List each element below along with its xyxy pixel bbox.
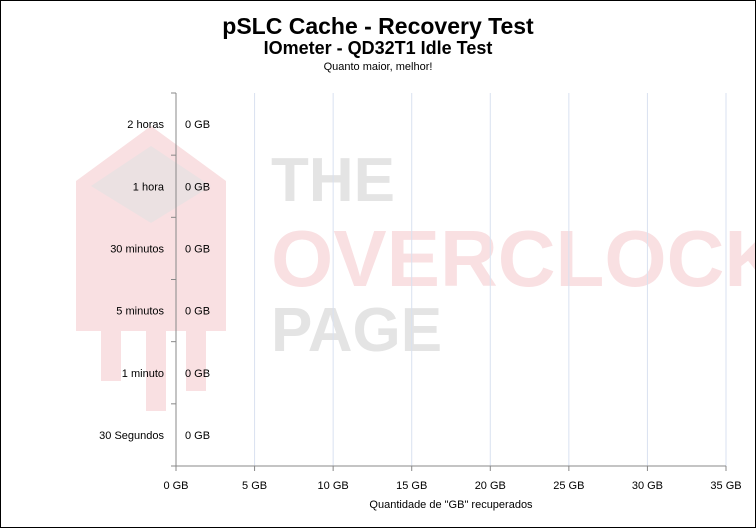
y-category-label: 30 minutos xyxy=(110,243,164,255)
data-label: 0 GB xyxy=(185,181,210,193)
data-label: 0 GB xyxy=(185,243,210,255)
x-tick-label: 25 GB xyxy=(553,480,584,492)
data-label: 0 GB xyxy=(185,306,210,318)
x-tick-label: 20 GB xyxy=(475,480,506,492)
data-label: 0 GB xyxy=(185,368,210,380)
data-label: 0 GB xyxy=(185,119,210,131)
y-category-label: 1 minuto xyxy=(122,368,164,380)
y-category-label: 30 Segundos xyxy=(99,430,164,442)
chart-subtitle: IOmeter - QD32T1 Idle Test xyxy=(263,38,493,58)
x-tick-label: 35 GB xyxy=(710,480,741,492)
chart-title: pSLC Cache - Recovery Test xyxy=(222,13,534,39)
x-tick-label: 10 GB xyxy=(318,480,349,492)
x-tick-label: 30 GB xyxy=(632,480,663,492)
x-axis-title: Quantidade de "GB" recuperados xyxy=(369,499,533,511)
data-label: 0 GB xyxy=(185,430,210,442)
y-category-label: 1 hora xyxy=(133,181,165,193)
x-tick-label: 15 GB xyxy=(396,480,427,492)
x-tick-label: 5 GB xyxy=(242,480,267,492)
chart-note: Quanto maior, melhor! xyxy=(323,61,433,73)
x-tick-label: 0 GB xyxy=(163,480,188,492)
y-category-label: 2 horas xyxy=(127,119,164,131)
y-category-label: 5 minutos xyxy=(116,306,164,318)
